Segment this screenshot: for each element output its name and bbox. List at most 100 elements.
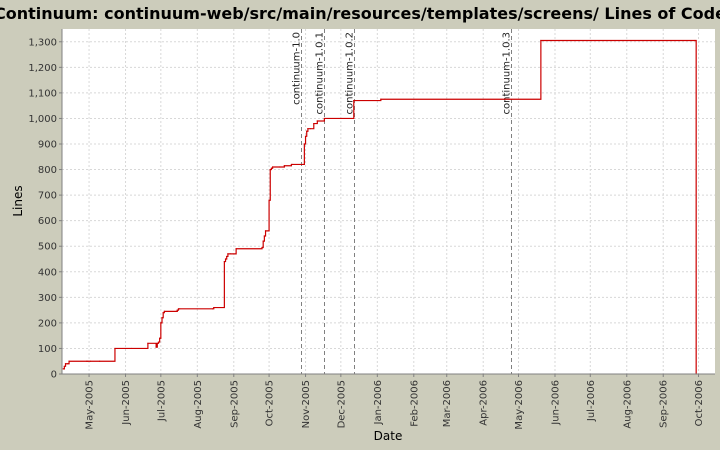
y-tick-label: 1,100 (28, 88, 57, 99)
data-point (176, 309, 178, 311)
data-point (130, 347, 133, 350)
data-point (160, 322, 162, 324)
y-tick-label: 1,000 (28, 114, 57, 125)
x-tick-label: Mar-2006 (442, 380, 453, 427)
data-point (67, 363, 69, 365)
data-point (304, 135, 307, 137)
data-point (353, 99, 355, 102)
release-marker: continuum-1.0 (292, 29, 303, 374)
x-axis-label: Date (374, 429, 403, 443)
data-point (62, 368, 64, 370)
x-tick-label: Oct-2006 (694, 380, 705, 426)
data-point (87, 360, 89, 362)
release-marker: continuum-1.0.1 (315, 29, 326, 374)
grid-lines (62, 29, 715, 375)
data-point (147, 342, 149, 344)
data-point (213, 306, 215, 309)
x-tick-label: Sep-2005 (229, 380, 240, 428)
y-tick-label: 800 (38, 165, 57, 176)
release-marker: continuum-1.0.2 (345, 29, 356, 374)
data-point (279, 166, 281, 168)
data-point (309, 128, 311, 130)
x-tick-label: Feb-2006 (409, 380, 420, 427)
y-tick-label: 500 (38, 242, 57, 253)
data-point (290, 163, 293, 166)
data-point (263, 235, 265, 237)
data-point (99, 360, 101, 362)
x-tick-label: May-2006 (514, 380, 525, 430)
chart-title: Continuum: continuum-web/src/main/resour… (0, 4, 720, 23)
data-point (316, 120, 318, 122)
data-point (269, 168, 271, 171)
data-point (177, 308, 180, 310)
x-tick-label: May-2005 (85, 380, 96, 430)
y-tick-label: 300 (38, 293, 57, 304)
release-marker-label: continuum-1.0.2 (345, 32, 356, 114)
data-point (540, 39, 542, 42)
x-tick-label: Aug-2005 (193, 380, 204, 429)
data-point (157, 341, 160, 343)
data-point (68, 360, 70, 362)
release-marker-label: continuum-1.0 (292, 32, 303, 105)
data-point (163, 310, 165, 312)
data-point (212, 308, 214, 310)
data-point (226, 255, 228, 258)
y-axis-label: Lines (11, 185, 25, 216)
data-point (270, 167, 273, 169)
data-point (261, 246, 263, 249)
y-tick-label: 1,300 (28, 37, 57, 48)
y-tick-label: 700 (38, 191, 57, 202)
data-point (89, 360, 91, 362)
data-point (155, 346, 157, 348)
data-point (179, 308, 181, 310)
release-marker-label: continuum-1.0.1 (315, 32, 326, 114)
data-point (63, 365, 65, 367)
y-tick-label: 100 (38, 344, 57, 355)
data-point (694, 39, 696, 42)
data-point (283, 165, 285, 167)
data-point (272, 166, 274, 168)
data-point (224, 258, 227, 260)
x-tick-label: Apr-2006 (479, 380, 490, 426)
data-point (156, 342, 158, 344)
y-tick-label: 900 (38, 140, 57, 151)
y-tick-label: 200 (38, 318, 57, 329)
data-point (64, 363, 67, 365)
release-markers: continuum-1.0 continuum-1.0.1 continuum-1.… (292, 29, 513, 374)
data-point (323, 117, 325, 120)
y-tick-label: 1,200 (28, 63, 57, 74)
data-point (313, 122, 315, 125)
data-point (262, 240, 264, 242)
data-point (114, 347, 116, 350)
x-tick-label: Jan-2006 (373, 380, 384, 425)
data-point (307, 128, 309, 130)
data-point (303, 143, 305, 145)
x-tick-label: Jun-2005 (121, 380, 132, 426)
data-point (161, 317, 163, 319)
x-tick-label: Jul-2005 (156, 380, 167, 422)
data-point (162, 312, 164, 314)
plot-area (62, 29, 715, 374)
data-point (86, 360, 88, 362)
data-point (292, 163, 294, 166)
y-tick-label: 400 (38, 267, 57, 278)
x-tick-label: Dec-2005 (336, 380, 347, 428)
data-point (229, 253, 231, 255)
x-axis-ticks: May-2005 Jun-2005 Jul-2005 Aug-2005 Sep-2005… (85, 374, 705, 430)
x-tick-label: Oct-2005 (265, 380, 276, 426)
x-tick-label: Aug-2006 (622, 380, 633, 429)
data-point (223, 260, 225, 263)
y-tick-label: 0 (51, 370, 57, 381)
data-point (227, 253, 229, 255)
x-tick-label: Jun-2006 (550, 380, 561, 426)
release-marker: continuum-1.0.3 (502, 29, 513, 374)
axes (61, 29, 715, 375)
x-tick-label: Nov-2005 (301, 380, 312, 428)
data-point (264, 230, 267, 232)
data-point (175, 310, 177, 312)
x-tick-label: Jul-2006 (586, 380, 597, 422)
y-tick-label: 600 (38, 216, 57, 227)
release-marker-label: continuum-1.0.3 (502, 32, 513, 114)
data-point (159, 337, 161, 339)
